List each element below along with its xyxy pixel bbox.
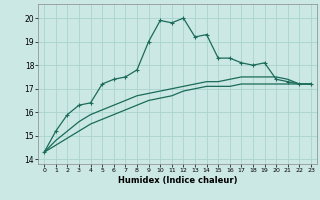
X-axis label: Humidex (Indice chaleur): Humidex (Indice chaleur)	[118, 176, 237, 185]
